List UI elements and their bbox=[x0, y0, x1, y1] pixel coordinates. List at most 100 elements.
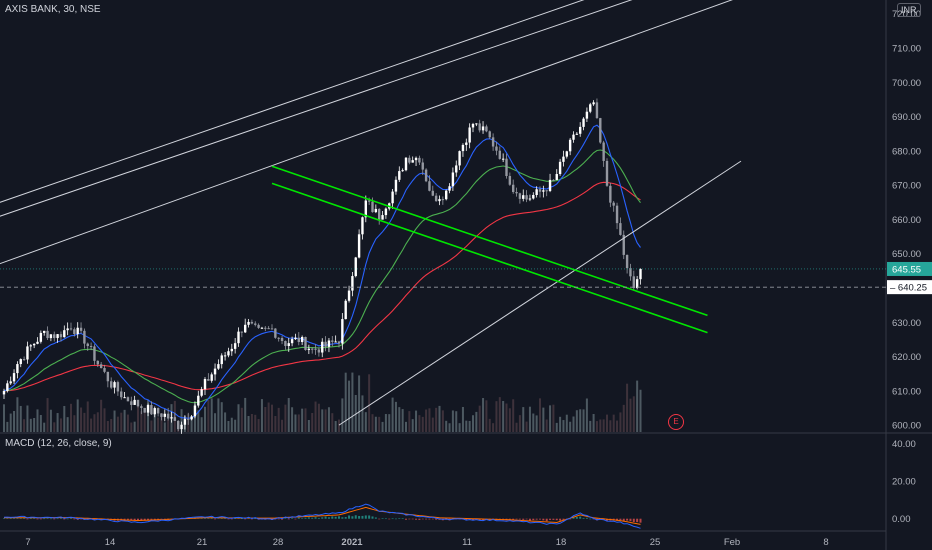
macd-histogram-bar bbox=[73, 518, 76, 520]
candle-body bbox=[331, 340, 334, 342]
candle-body bbox=[240, 331, 244, 333]
macd-histogram-bar bbox=[227, 518, 230, 520]
volume-bar bbox=[378, 416, 381, 432]
macd-histogram-bar bbox=[314, 517, 317, 519]
candle-body bbox=[247, 321, 250, 325]
candle-body bbox=[498, 150, 501, 159]
candle-body bbox=[465, 142, 468, 145]
volume-bar bbox=[381, 421, 384, 432]
macd-histogram-bar bbox=[585, 517, 588, 519]
volume-bar bbox=[59, 418, 62, 432]
trendline[interactable] bbox=[0, 0, 741, 226]
candle-body bbox=[605, 160, 609, 186]
candle-body bbox=[528, 198, 532, 200]
candle-body bbox=[505, 158, 508, 177]
candle-body bbox=[156, 408, 160, 414]
macd-histogram-bar bbox=[415, 518, 418, 520]
macd-histogram-bar bbox=[421, 518, 424, 520]
candle-body bbox=[280, 337, 284, 341]
candle-body bbox=[351, 276, 354, 291]
volume-bar bbox=[612, 414, 615, 432]
candle-body bbox=[223, 355, 227, 357]
macd-histogram-bar bbox=[80, 518, 83, 520]
candles bbox=[2, 98, 642, 434]
price-tick-label: 650.00 bbox=[892, 249, 921, 260]
trendline[interactable] bbox=[338, 160, 742, 426]
macd-histogram-bar bbox=[39, 518, 42, 520]
macd-histogram-bar bbox=[361, 515, 364, 519]
volume-bar bbox=[482, 398, 485, 432]
candle-body bbox=[535, 189, 538, 195]
macd-histogram-bar bbox=[3, 518, 5, 519]
macd-legend[interactable]: MACD (12, 26, close, 9) bbox=[5, 438, 112, 449]
volume-bar bbox=[271, 404, 273, 432]
candle-body bbox=[341, 319, 344, 344]
candle-body bbox=[337, 341, 341, 344]
macd-histogram-bar bbox=[321, 517, 324, 519]
trendline[interactable] bbox=[0, 0, 741, 213]
volume-bar bbox=[592, 413, 595, 432]
volume-bar bbox=[599, 419, 602, 432]
volume-bar bbox=[445, 420, 448, 432]
candle-body bbox=[297, 337, 300, 342]
macd-histogram-bar bbox=[515, 518, 518, 520]
volume-bar bbox=[284, 404, 287, 432]
volume-bar bbox=[549, 405, 552, 432]
price-tick-label: 710.00 bbox=[892, 44, 921, 55]
macd-histogram-bar bbox=[341, 517, 344, 519]
earnings-event-badge[interactable]: E bbox=[668, 414, 684, 430]
candle-body bbox=[183, 418, 187, 425]
volume-bar bbox=[472, 415, 474, 432]
candle-body bbox=[213, 368, 217, 375]
volume-bar bbox=[321, 409, 324, 432]
candle-body bbox=[29, 345, 32, 347]
macd-histogram-bar bbox=[589, 518, 592, 520]
candle-body bbox=[317, 349, 321, 353]
candle-body bbox=[391, 191, 394, 204]
volume-bar bbox=[197, 410, 200, 432]
candle-body bbox=[110, 381, 113, 388]
channel-trendline[interactable] bbox=[271, 165, 708, 317]
volume-bar bbox=[532, 413, 535, 432]
candle-body bbox=[307, 348, 311, 350]
candle-body bbox=[495, 146, 498, 151]
candle-body bbox=[398, 171, 401, 180]
volume-bar bbox=[90, 418, 93, 432]
volume-bar bbox=[545, 419, 548, 432]
volume-bar bbox=[103, 408, 106, 432]
volume-bar bbox=[49, 409, 52, 432]
macd-histogram-bar bbox=[636, 518, 639, 523]
time-tick-label: 11 bbox=[462, 537, 472, 548]
candle-body bbox=[374, 208, 378, 213]
candle-body bbox=[518, 193, 522, 199]
candle-body bbox=[357, 234, 361, 258]
candle-body bbox=[146, 405, 150, 413]
time-tick-label: 2021 bbox=[341, 537, 363, 548]
trendline[interactable] bbox=[0, 0, 741, 274]
volume-bar bbox=[317, 403, 320, 432]
volume-bar bbox=[33, 417, 36, 432]
volume-bar bbox=[160, 413, 163, 432]
volume-bar bbox=[237, 404, 240, 432]
volume-bar bbox=[408, 411, 411, 432]
macd-histogram-bar bbox=[508, 518, 511, 520]
volume-bar bbox=[110, 418, 113, 432]
volume-bar bbox=[508, 408, 511, 432]
candle-body bbox=[39, 332, 43, 342]
candle-body bbox=[508, 176, 512, 185]
macd-histogram-bar bbox=[240, 518, 243, 519]
macd-histogram-bar bbox=[391, 518, 394, 520]
macd-histogram-bar bbox=[401, 518, 404, 519]
volume-bar bbox=[19, 405, 22, 432]
channel-trendline[interactable] bbox=[271, 182, 708, 334]
volume-bar bbox=[167, 419, 170, 432]
volume-bar bbox=[589, 420, 592, 432]
volume-bar bbox=[579, 409, 582, 432]
volume-bar bbox=[435, 407, 438, 432]
candle-body bbox=[595, 102, 599, 119]
currency-button[interactable]: INR bbox=[897, 3, 921, 17]
time-tick-label: 28 bbox=[273, 537, 284, 548]
candle-body bbox=[227, 351, 230, 356]
volume-bar bbox=[217, 398, 220, 432]
